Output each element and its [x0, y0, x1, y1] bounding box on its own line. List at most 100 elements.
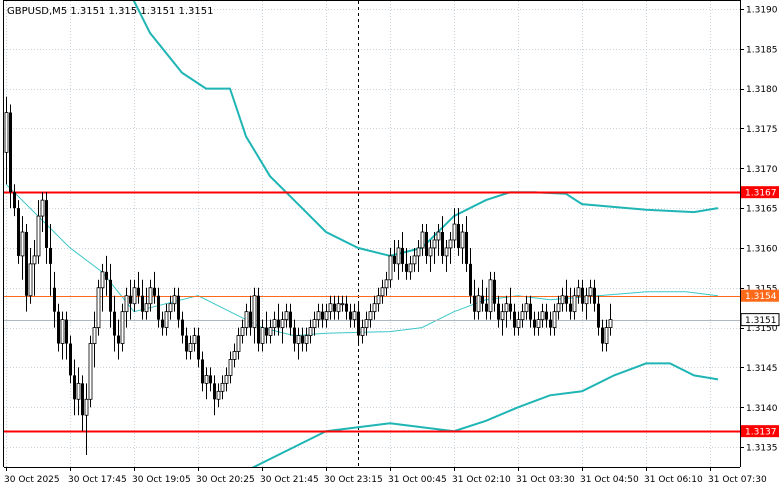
candle-body: [364, 319, 369, 328]
upper-band-line: [132, 1, 719, 257]
candle-body: [188, 343, 193, 352]
candle-body: [412, 255, 417, 265]
candle-body: [216, 390, 221, 400]
x-tick-label: 31 Oct 03:30: [516, 475, 575, 485]
candle: [324, 303, 329, 328]
candle: [376, 287, 381, 312]
candle: [364, 311, 369, 336]
candle: [552, 303, 557, 336]
candle-body: [420, 231, 425, 249]
candle: [593, 279, 596, 312]
candle: [124, 287, 129, 328]
candle-body: [428, 247, 433, 257]
candle-body: [185, 335, 188, 352]
candle: [601, 319, 604, 352]
candle-body: [257, 295, 260, 344]
candle-body: [220, 382, 225, 392]
candle: [13, 184, 16, 217]
candle-body: [308, 327, 313, 336]
candle-body: [576, 287, 581, 297]
candle-body: [153, 287, 156, 296]
candle-body: [280, 319, 285, 328]
candle: [249, 295, 252, 336]
level-price-tag: [741, 289, 779, 302]
candle-body: [28, 263, 33, 297]
candle-body: [192, 335, 197, 344]
candle-body: [560, 295, 565, 305]
candle-body: [545, 311, 548, 320]
candle-body: [597, 303, 600, 328]
candle: [161, 311, 164, 336]
candle: [604, 319, 609, 352]
y-tick-label: 1.3150: [746, 324, 778, 334]
candle: [509, 287, 512, 320]
candle: [448, 232, 453, 264]
candle-body: [572, 295, 577, 313]
candle-body: [197, 335, 200, 360]
current-price-label: 1.3151: [745, 316, 777, 326]
candle-body: [296, 335, 301, 344]
candle-body: [333, 303, 336, 312]
candle-body: [224, 374, 229, 384]
candle: [17, 200, 20, 264]
x-tick-label: 30 Oct 2025: [4, 475, 60, 485]
candle: [349, 303, 352, 328]
candle-body: [513, 311, 516, 328]
candle: [425, 224, 428, 264]
candle: [540, 303, 545, 328]
candle: [393, 239, 396, 272]
level-price-label: 1.3154: [745, 292, 777, 302]
candle-body: [569, 303, 572, 312]
candle: [524, 295, 529, 320]
candle: [153, 271, 156, 304]
candle-body: [4, 112, 9, 153]
candle-body: [265, 327, 268, 336]
candle-body: [476, 295, 481, 313]
candle: [572, 287, 577, 320]
candle: [252, 287, 257, 344]
x-tick-label: 31 Oct 04:50: [580, 475, 639, 485]
candle: [100, 263, 105, 312]
x-tick-label: 30 Oct 21:45: [260, 475, 319, 485]
candle-body: [105, 271, 108, 280]
candle-body: [88, 343, 93, 400]
candle: [105, 255, 108, 296]
candle-body: [20, 231, 25, 257]
candle: [497, 295, 500, 328]
x-tick-label: 31 Oct 00:45: [388, 475, 447, 485]
candle: [40, 192, 45, 233]
candle: [420, 224, 425, 256]
candle: [228, 351, 233, 384]
candle: [49, 224, 52, 296]
candle: [164, 303, 169, 336]
x-tick-label: 31 Oct 06:10: [644, 475, 703, 485]
candle: [352, 303, 357, 328]
candle-body: [372, 303, 377, 313]
candle: [137, 271, 140, 304]
candle-body: [301, 335, 304, 344]
candle-body: [284, 311, 289, 321]
candle: [357, 303, 360, 344]
candle-body: [17, 208, 20, 256]
candle-body: [336, 303, 341, 313]
candle-body: [177, 295, 180, 320]
candle-body: [277, 319, 280, 328]
candle: [28, 247, 33, 304]
candle: [328, 295, 333, 320]
candle: [481, 279, 484, 312]
candle: [120, 303, 125, 352]
candle: [560, 287, 565, 312]
candle: [20, 216, 25, 280]
candle-body: [601, 327, 604, 344]
candle-body: [157, 295, 160, 320]
candle-body: [304, 335, 309, 344]
candle: [581, 279, 584, 312]
candle-body: [76, 382, 81, 400]
candle-body: [457, 224, 460, 248]
candle-body: [357, 311, 360, 336]
candle-body: [148, 287, 153, 305]
candle: [293, 319, 296, 352]
candle-body: [340, 303, 345, 306]
axes: 1.3135 1.3140 1.3145 1.3150 1.3155 1.3160 1.31…: [3, 0, 780, 485]
